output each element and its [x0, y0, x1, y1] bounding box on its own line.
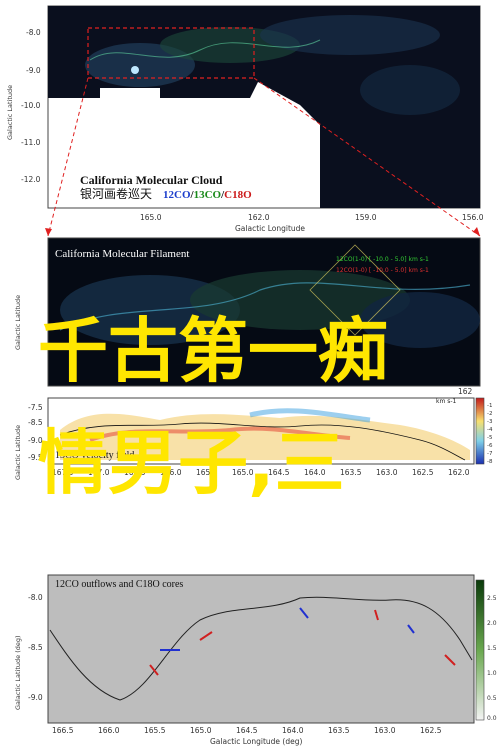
panel3-cbar-tick: -6 [487, 443, 493, 449]
panel4-xtick: 166.0 [98, 726, 120, 735]
panel4-frame [47, 574, 475, 724]
panel4-ytick: -9.0 [28, 693, 43, 702]
panel2-xtick-right: 162 [458, 387, 473, 396]
panel3-xtick: 163.0 [376, 468, 398, 477]
panel1-ytick: -10.0 [21, 101, 41, 110]
panel3-cbar-tick: -8 [487, 459, 493, 465]
panel4-xtick: 163.0 [374, 726, 396, 735]
panel3-xtick: 166.0 [160, 468, 182, 477]
panel2-title: California Molecular Filament [55, 248, 189, 260]
panel4-xtick: 163.5 [328, 726, 350, 735]
panel3-colorbar-label: km s-1 [436, 398, 457, 405]
panel3-xtick: 165.0 [232, 468, 254, 477]
panel1-yticks: -8.0 -9.0 -10.0 -11.0 -12.0 [21, 28, 41, 184]
panel1-tracers: 12CO/13CO/C18O [163, 189, 252, 201]
panel3-xtick: 166.5 [124, 468, 146, 477]
panel4-cbar-tick: 2.0 [487, 620, 497, 627]
panel3-colorbar-ticks: -1 -2 -3 -4 -5 -6 -7 -8 [487, 403, 493, 465]
panel4-xtick: 162.5 [420, 726, 442, 735]
panel1-subtitle-cn: 银河画卷巡天 [80, 186, 152, 201]
panel3-xtick: 162.0 [448, 468, 470, 477]
panel4-cbar-tick: 2.5 [487, 595, 497, 602]
panel4-ylabel: Galactic Latitude (deg) [14, 635, 22, 710]
panel3-xtick: 162.5 [412, 468, 434, 477]
panel4-xlabel: Galactic Longitude (deg) [210, 737, 302, 746]
panel4-xticks: 166.5 166.0 165.5 165.0 164.5 164.0 163.… [52, 726, 442, 735]
panel1-title: California Molecular Cloud [80, 173, 223, 187]
panel4-colorbar [475, 579, 485, 721]
panel4-ytick: -8.0 [28, 593, 43, 602]
panel1-ytick: -12.0 [21, 175, 41, 184]
panel4-xtick: 165.0 [190, 726, 212, 735]
overlay-text-line2: 情男子,三 [38, 422, 345, 504]
panel4-label: 12CO outflows and C18O cores [55, 579, 183, 590]
panel3-ytick: -7.5 [28, 403, 43, 412]
panel3-cbar-tick: -3 [487, 419, 493, 425]
panel4-outflows [149, 607, 456, 676]
panel4-xtick: 166.5 [52, 726, 74, 735]
overlay-text-line1: 千古第一痴 [38, 310, 388, 392]
panel1-ytick: -9.0 [26, 66, 41, 75]
panel4-cbar-tick: 0.5 [487, 695, 497, 702]
panel3-xtick: 167.0 [88, 468, 110, 477]
panel2-legend-1: 12CO(1-0) [ -10.0 - 5.0] km s-1 [336, 256, 429, 263]
panel2-ylabel: Galactic Latitude [14, 295, 22, 350]
panel1-xtick: 162.0 [248, 213, 270, 222]
panel3-cbar-tick: -5 [487, 435, 493, 441]
panel4-xtick: 164.0 [282, 726, 304, 735]
panel4-xtick: 164.5 [236, 726, 258, 735]
panel3-xtick: 165.5 [196, 468, 218, 477]
panel1-xtick: 159.0 [355, 213, 377, 222]
panel3-ytick: -9.5 [28, 453, 43, 462]
panel1-xlabel: Galactic Longitude [235, 224, 305, 233]
panel3-cbar-tick: -1 [487, 403, 492, 409]
panel4-colorbar-ticks: 2.5 2.0 1.5 1.0 0.5 0.0 [487, 595, 497, 722]
panel3-xtick: 163.5 [340, 468, 362, 477]
panel4-cbar-tick: 0.0 [487, 715, 497, 722]
panel1-xtick: 165.0 [140, 213, 162, 222]
panel3-xtick: 164.5 [268, 468, 290, 477]
panel4-cbar-tick: 1.0 [487, 670, 497, 677]
panel3-colorbar [475, 397, 485, 465]
panel1-ytick: -11.0 [21, 138, 41, 147]
panel3-ylabel: Galactic Latitude [14, 425, 22, 480]
panel3-label: 13CO velocity field [55, 450, 134, 461]
panel1-xticks: 165.0 162.0 159.0 156.0 [140, 213, 484, 222]
panel4-xtick: 165.5 [144, 726, 166, 735]
panel1-xtick: 156.0 [462, 213, 484, 222]
panel4-ytick: -8.5 [28, 643, 43, 652]
panel3-cbar-tick: -2 [487, 411, 492, 417]
panel3-xticks: 167.5 167.0 166.5 166.0 165.5 165.0 164.… [52, 468, 470, 477]
panel3-xtick: 164.0 [304, 468, 326, 477]
panel3-ytick: -9.0 [28, 436, 43, 445]
panel3-cbar-tick: -7 [487, 451, 493, 457]
panel3-cbar-tick: -4 [487, 427, 493, 433]
panel2-legend-2: 12CO(1-0) [ -10.0 - 5.0] km s-1 [336, 267, 429, 274]
panel1-ytick: -8.0 [26, 28, 41, 37]
panel4-cbar-tick: 1.5 [487, 645, 497, 652]
panel3-ytick: -8.5 [28, 418, 43, 427]
panel3-xtick: 167.5 [52, 468, 74, 477]
panel1-ylabel: Galactic Latitude [6, 85, 14, 140]
